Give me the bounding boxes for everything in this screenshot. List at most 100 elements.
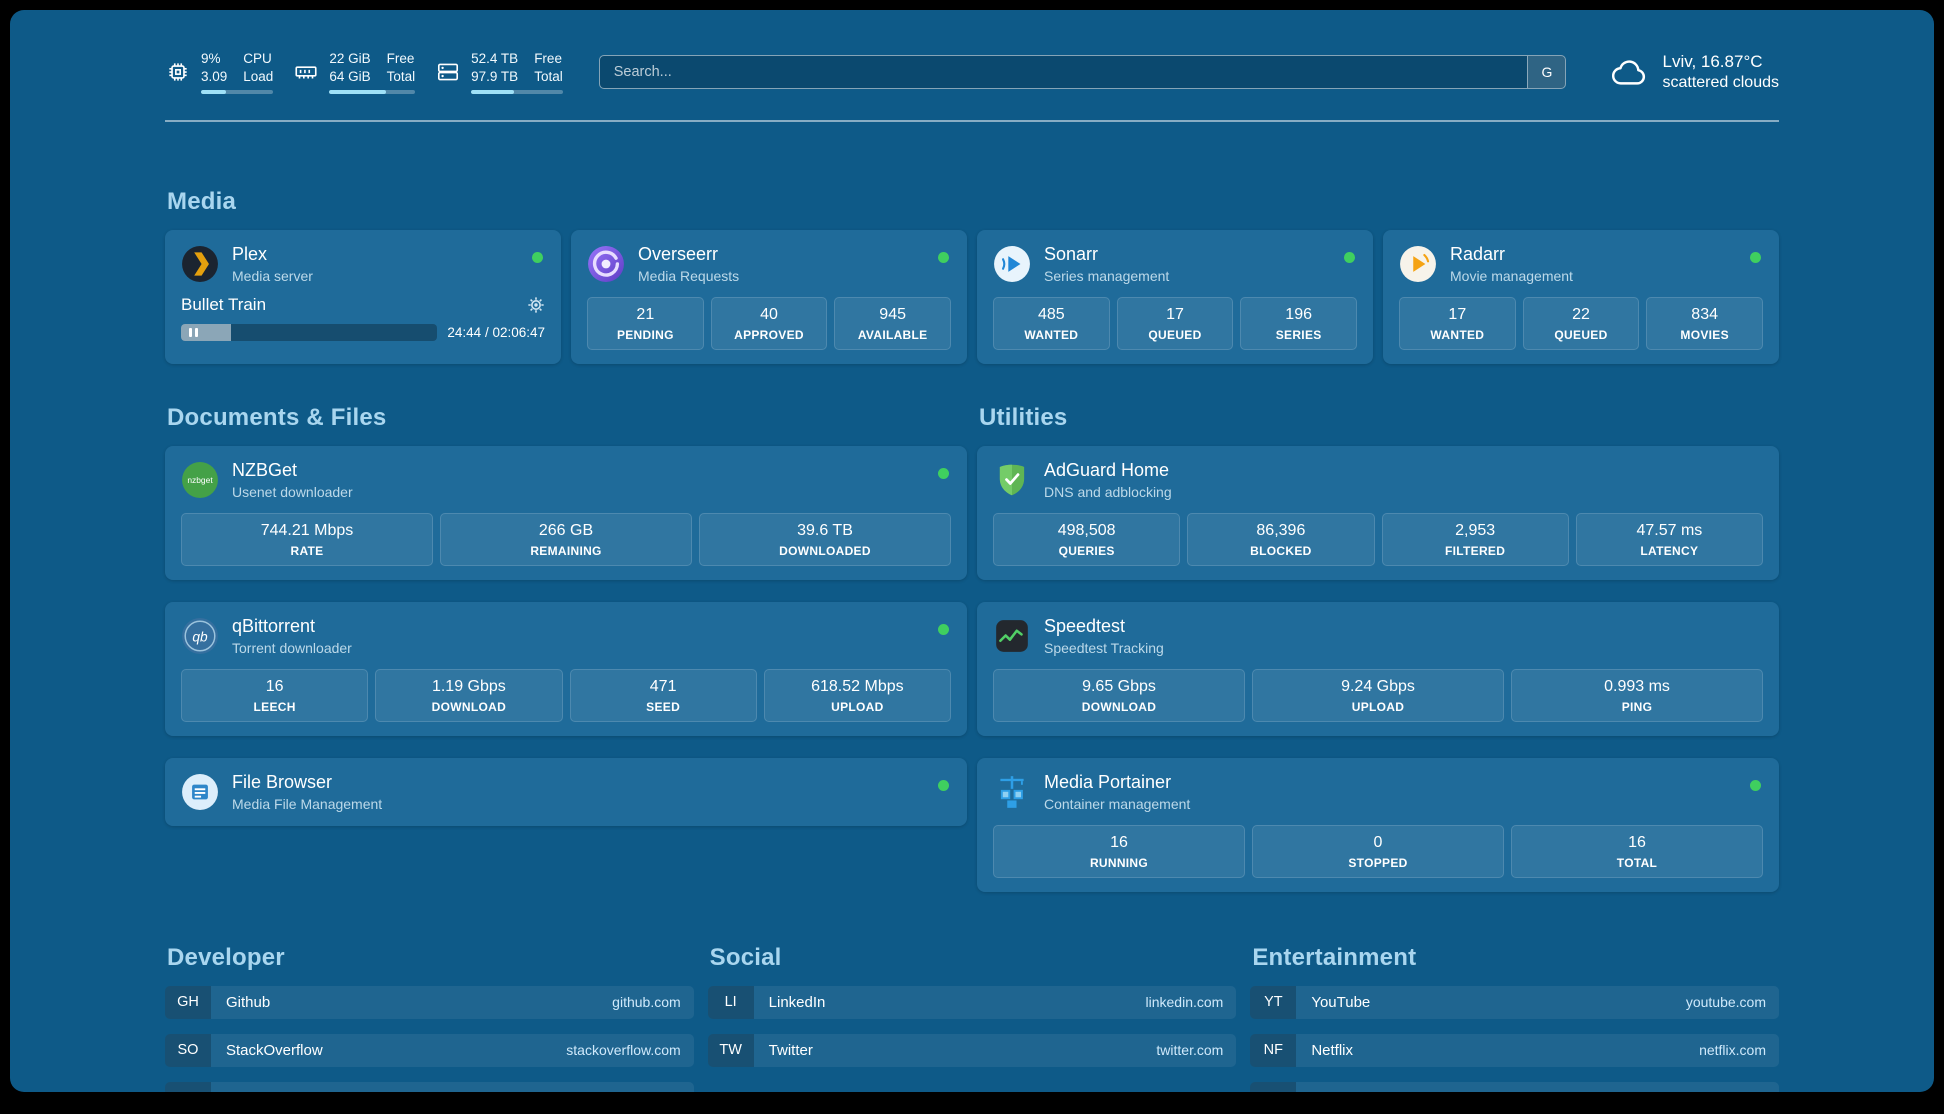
app-name: Speedtest xyxy=(1044,615,1126,636)
bookmark-linkedin[interactable]: LI LinkedIn linkedin.com xyxy=(707,985,1237,1019)
cpu-icon xyxy=(165,59,191,85)
cpu-labels: CPU Load xyxy=(243,51,274,84)
app-subtitle: Media server xyxy=(232,267,313,284)
stat-tile: 0.993 ms PING xyxy=(1511,668,1763,722)
app-subtitle: Series management xyxy=(1044,267,1170,284)
bookmark-youtube[interactable]: YT YouTube youtube.com xyxy=(1250,985,1779,1019)
status-dot xyxy=(938,467,949,479)
stat-tile: 618.52 Mbps UPLOAD xyxy=(763,668,951,722)
bookmark-stackoverflow[interactable]: SO StackOverflow stackoverflow.com xyxy=(165,1033,694,1067)
overseerr-icon xyxy=(587,245,625,283)
app-subtitle: Media Requests xyxy=(638,267,740,284)
bookmark-url: dev.to xyxy=(644,1082,694,1092)
stat-tile: 744.21 Mbps RATE xyxy=(181,512,433,566)
pause-icon[interactable] xyxy=(189,324,198,341)
bookmark-reddit[interactable]: RE Reddit reddit.com xyxy=(1250,1081,1779,1092)
stat-tile: 2,953 FILTERED xyxy=(1381,512,1569,566)
stat-tile: 40 APPROVED xyxy=(710,296,828,350)
memory-progress-fill xyxy=(329,89,386,94)
app-card-nzbget[interactable]: nzbget NZBGet Usenet downloader 744.21 M… xyxy=(165,445,967,580)
bookmark-name: DEV xyxy=(211,1082,644,1092)
search-input[interactable] xyxy=(598,54,1567,89)
stat-tile: 21 PENDING xyxy=(587,296,704,350)
disk-progress-track xyxy=(471,89,563,94)
section-documents: Documents & Files nzbget NZBGet xyxy=(165,404,967,826)
memory-labels: Free Total xyxy=(386,51,416,84)
app-card-sonarr[interactable]: Sonarr Series management 485 WANTED 17 Q… xyxy=(977,229,1373,364)
bookmark-abbr: LI xyxy=(707,985,754,1019)
stat-tile: 39.6 TB DOWNLOADED xyxy=(699,512,951,566)
bookmark-abbr: YT xyxy=(1250,985,1297,1019)
bookmark-url: youtube.com xyxy=(1685,994,1766,1011)
bookmark-abbr: SO xyxy=(165,1033,211,1067)
app-card-radarr[interactable]: Radarr Movie management 17 WANTED 22 QUE… xyxy=(1383,229,1779,364)
status-dot xyxy=(1750,251,1761,263)
bookmark-netflix[interactable]: NF Netflix netflix.com xyxy=(1250,1033,1779,1067)
bookmark-name: StackOverflow xyxy=(226,1041,323,1059)
bookmark-name: Twitter xyxy=(768,1041,813,1059)
bookmark-dev[interactable]: DT DEV dev.to xyxy=(165,1081,694,1092)
search-bar: G xyxy=(598,54,1567,89)
disk-progress-fill xyxy=(471,89,515,94)
bookmark-github[interactable]: GH Github github.com xyxy=(165,985,694,1019)
stat-tile: 9.65 Gbps DOWNLOAD xyxy=(993,668,1245,722)
app-subtitle: Speedtest Tracking xyxy=(1044,639,1164,656)
system-metrics: 9% 3.09 CPU Load xyxy=(165,50,563,94)
memory-values: 22 GiB 64 GiB xyxy=(329,51,371,84)
app-name: Plex xyxy=(232,243,268,264)
app-card-plex[interactable]: Plex Media server Bullet Train xyxy=(165,229,561,364)
stat-tile: 485 WANTED xyxy=(993,296,1110,350)
stat-tile: 22 QUEUED xyxy=(1522,296,1640,350)
status-dot xyxy=(532,251,543,263)
sonarr-icon xyxy=(993,245,1031,283)
app-card-overseerr[interactable]: Overseerr Media Requests 21 PENDING 40 A… xyxy=(571,229,967,364)
bookmark-group-entertainment: Entertainment YT YouTube youtube.com NF … xyxy=(1250,944,1779,1092)
bookmark-abbr: DT xyxy=(165,1081,211,1092)
stat-tile: 16 RUNNING xyxy=(993,824,1245,878)
stat-tile: 834 MOVIES xyxy=(1646,296,1763,350)
app-subtitle: Usenet downloader xyxy=(232,483,353,500)
playback-progress-bar[interactable] xyxy=(181,323,438,341)
gear-icon[interactable] xyxy=(527,296,545,314)
adguard-icon xyxy=(993,461,1031,499)
stat-tile: 1.19 Gbps DOWNLOAD xyxy=(375,668,563,722)
section-utilities: Utilities AdGuard Home xyxy=(977,404,1779,892)
now-playing-title: Bullet Train xyxy=(181,294,267,314)
bookmark-twitter[interactable]: TW Twitter twitter.com xyxy=(707,1033,1237,1067)
search-engine-button[interactable]: G xyxy=(1527,55,1566,88)
bookmark-url: linkedin.com xyxy=(1145,994,1224,1011)
app-subtitle: Movie management xyxy=(1450,267,1573,284)
cloud-icon xyxy=(1608,51,1650,93)
cpu-progress-fill xyxy=(201,89,227,94)
app-card-speedtest[interactable]: Speedtest Speedtest Tracking 9.65 Gbps D… xyxy=(977,601,1779,736)
stat-tile: 17 WANTED xyxy=(1399,296,1516,350)
section-media: Media Plex Media serv xyxy=(165,188,1779,364)
stat-tile: 16 TOTAL xyxy=(1511,824,1763,878)
app-name: qBittorrent xyxy=(232,615,316,636)
app-name: Media Portainer xyxy=(1044,771,1172,792)
stat-tile: 86,396 BLOCKED xyxy=(1187,512,1375,566)
stat-tile: 196 SERIES xyxy=(1240,296,1357,350)
app-name: NZBGet xyxy=(232,459,298,480)
memory-icon xyxy=(293,59,319,85)
bookmark-url: github.com xyxy=(612,994,681,1011)
stat-tile: 266 GB REMAINING xyxy=(440,512,692,566)
app-card-filebrowser[interactable]: File Browser Media File Management xyxy=(165,757,967,826)
memory-progress-track xyxy=(329,89,416,94)
bookmark-abbr: RE xyxy=(1250,1081,1297,1092)
app-name: Overseerr xyxy=(638,243,719,264)
cpu-metric: 9% 3.09 CPU Load xyxy=(165,50,274,94)
header-divider xyxy=(165,119,1779,122)
section-title-social: Social xyxy=(709,943,782,971)
plex-icon xyxy=(181,245,219,283)
app-card-adguard[interactable]: AdGuard Home DNS and adblocking 498,508 … xyxy=(977,445,1779,580)
section-title-media: Media xyxy=(167,187,237,215)
qbittorrent-icon: qb xyxy=(181,617,219,655)
bookmark-name: YouTube xyxy=(1311,993,1371,1011)
dashboard: 9% 3.09 CPU Load xyxy=(10,10,1934,1092)
app-card-portainer[interactable]: Media Portainer Container management 16 … xyxy=(977,757,1779,892)
app-subtitle: DNS and adblocking xyxy=(1044,483,1172,500)
app-card-qbittorrent[interactable]: qb qBittorrent Torrent downloader 16 LEE… xyxy=(165,601,967,736)
section-title-entertainment: Entertainment xyxy=(1252,943,1417,971)
bookmark-name: LinkedIn xyxy=(768,993,826,1011)
